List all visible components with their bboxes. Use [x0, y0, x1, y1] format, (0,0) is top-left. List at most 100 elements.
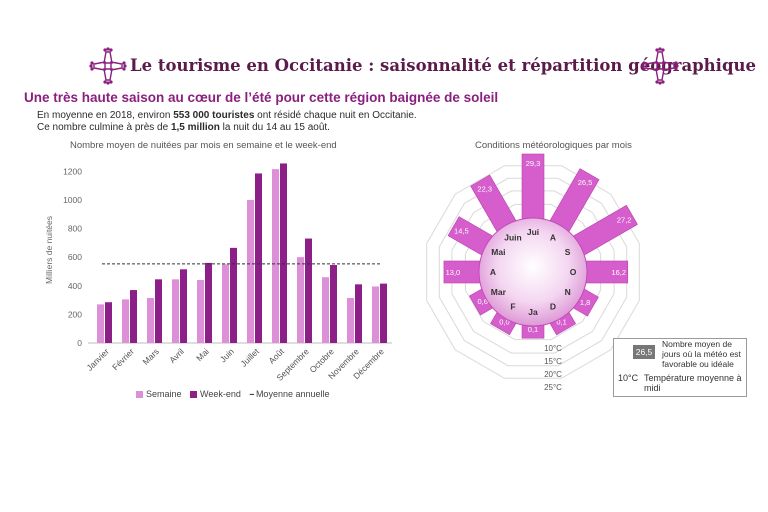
cross-pommel	[103, 80, 107, 84]
cross-arm-shape	[662, 61, 675, 71]
x-tick-label: Avril	[167, 346, 186, 365]
legend-weekday-label: Semaine	[146, 389, 182, 399]
petal-value-label: 29,3	[526, 159, 541, 168]
cross-pommel	[106, 81, 110, 85]
cross-pommel	[109, 80, 113, 84]
bar-weekday	[122, 299, 129, 343]
cross-arm	[662, 61, 679, 71]
petal-value-label: 0,0	[499, 317, 509, 326]
bar-weekend	[280, 163, 287, 343]
month-label: D	[550, 302, 556, 312]
legend-weekday: Semaine	[136, 389, 182, 399]
month-label: A	[490, 267, 496, 277]
temperature-ring-label: 10°C	[544, 344, 562, 353]
petal-value-label: 22,3	[477, 184, 492, 193]
cross-arm	[89, 61, 106, 71]
x-tick-label: Mai	[194, 346, 211, 363]
temperature-ring	[426, 165, 640, 379]
bar-weekday	[222, 264, 229, 343]
cross-pommel	[661, 80, 665, 84]
x-tick-label: Juin	[218, 346, 236, 364]
month-label: F	[510, 302, 515, 312]
legend-weekday-swatch	[136, 391, 143, 399]
bar-weekday	[147, 297, 154, 343]
cross-arm-shape	[103, 51, 113, 64]
petal-value-label: 14,5	[454, 227, 469, 236]
x-tick-label: Février	[110, 346, 136, 372]
intro-line1-b: 553 000 touristes	[173, 110, 255, 121]
bar-weekend	[255, 173, 262, 343]
legend-average-label: Moyenne annuelle	[255, 389, 330, 399]
y-tick-label: 0	[77, 338, 82, 348]
petal-value-label: 1,8	[580, 298, 590, 307]
cross-pommel	[122, 67, 126, 71]
bar-weekday	[297, 257, 304, 343]
temperature-ring	[438, 177, 628, 367]
month-label: Jui	[527, 227, 539, 237]
cross-pommel	[109, 48, 113, 52]
cross-pommel	[655, 80, 659, 84]
cross-arm	[655, 47, 665, 64]
cross-pommel	[658, 47, 662, 51]
x-tick-label: Mars	[140, 346, 160, 366]
intro-line2-c: la nuit du 14 au 15 août.	[219, 122, 330, 133]
cross-pommel	[658, 81, 662, 85]
cross-pommel	[90, 61, 94, 65]
bar-chart-title: Nombre moyen de nuitées par mois en sema…	[70, 140, 337, 151]
month-label: Ja	[528, 307, 538, 317]
legend-days-label: Nombre moyen de jours où la météo est fa…	[662, 339, 741, 369]
cross-pommel	[106, 47, 110, 51]
y-tick-label: 1200	[63, 166, 82, 176]
y-axis-label: Milliers de nuitées	[44, 216, 54, 284]
month-label: Mar	[491, 287, 507, 297]
section-subtitle: Une très haute saison au cœur de l’été p…	[24, 90, 499, 105]
bar-weekday	[347, 297, 354, 343]
petal-value-label: 13,0	[446, 268, 461, 277]
cross-pommel	[122, 61, 126, 65]
bar-weekend	[230, 247, 237, 343]
y-tick-label: 600	[68, 252, 82, 262]
intro-line1-a: En moyenne en 2018, environ	[37, 110, 174, 121]
petal-value-label: 27,2	[617, 215, 632, 224]
cross-pommel	[642, 61, 646, 65]
cross-pommel	[655, 48, 659, 52]
bar-chart: 0 200 400 600 800 1000 1200 Milliers de nuitées…	[44, 163, 392, 383]
cross-arm-shape	[655, 51, 665, 64]
cross-arm-shape	[103, 68, 113, 81]
radial-chart-title: Conditions météorologiques par mois	[475, 140, 632, 151]
petal-value-label: 0,1	[556, 318, 566, 327]
month-label: A	[550, 232, 556, 242]
month-label: Juin	[504, 232, 521, 242]
radial-legend-box: 26,5 Nombre moyen de jours où la météo e…	[613, 338, 747, 397]
cross-pommel	[661, 48, 665, 52]
x-tick-label: Janvier	[84, 346, 111, 373]
x-tick-label: Juillet	[238, 346, 261, 369]
intro-line1-c: ont résidé chaque nuit en Occitanie.	[254, 110, 417, 121]
header: Le tourisme en Occitanie : saisonnalité …	[0, 46, 768, 86]
bar-weekday	[247, 199, 254, 343]
petal-value-label: 0,6	[477, 297, 487, 306]
intro-text: En moyenne en 2018, environ 553 000 tour…	[37, 110, 417, 134]
temperature-ring-label: 25°C	[544, 383, 562, 392]
legend-temp-label: Température moyenne à midi	[644, 373, 742, 393]
cross-arm	[655, 68, 665, 85]
cross-pommel	[641, 64, 645, 68]
radial-chart: 29,3 26,5 27,2 16,2 1,8 0,1 0,1 0,0 0,6 13,0 14,5 2…	[426, 153, 640, 392]
bar-weekend	[305, 238, 312, 343]
cross-arm	[110, 61, 127, 71]
temperature-ring-label: 20°C	[544, 370, 562, 379]
bar-weekend	[380, 283, 387, 343]
intro-line2-a: Ce nombre culmine à près de	[37, 122, 171, 133]
bar-weekday	[97, 304, 104, 343]
intro-line2-b: 1,5 million	[170, 122, 220, 133]
cross-pommel	[89, 64, 93, 68]
cross-arm-shape	[645, 61, 658, 71]
month-label: N	[565, 287, 571, 297]
y-tick-label: 200	[68, 309, 82, 319]
bar-chart-legend: Semaine Week-end -- Moyenne annuelle	[136, 389, 336, 399]
bar-weekday	[272, 169, 279, 343]
cross-pommel	[90, 67, 94, 71]
bar-weekend	[105, 302, 112, 343]
petal-value-label: 16,2	[611, 268, 626, 277]
bar-weekend	[330, 265, 337, 343]
